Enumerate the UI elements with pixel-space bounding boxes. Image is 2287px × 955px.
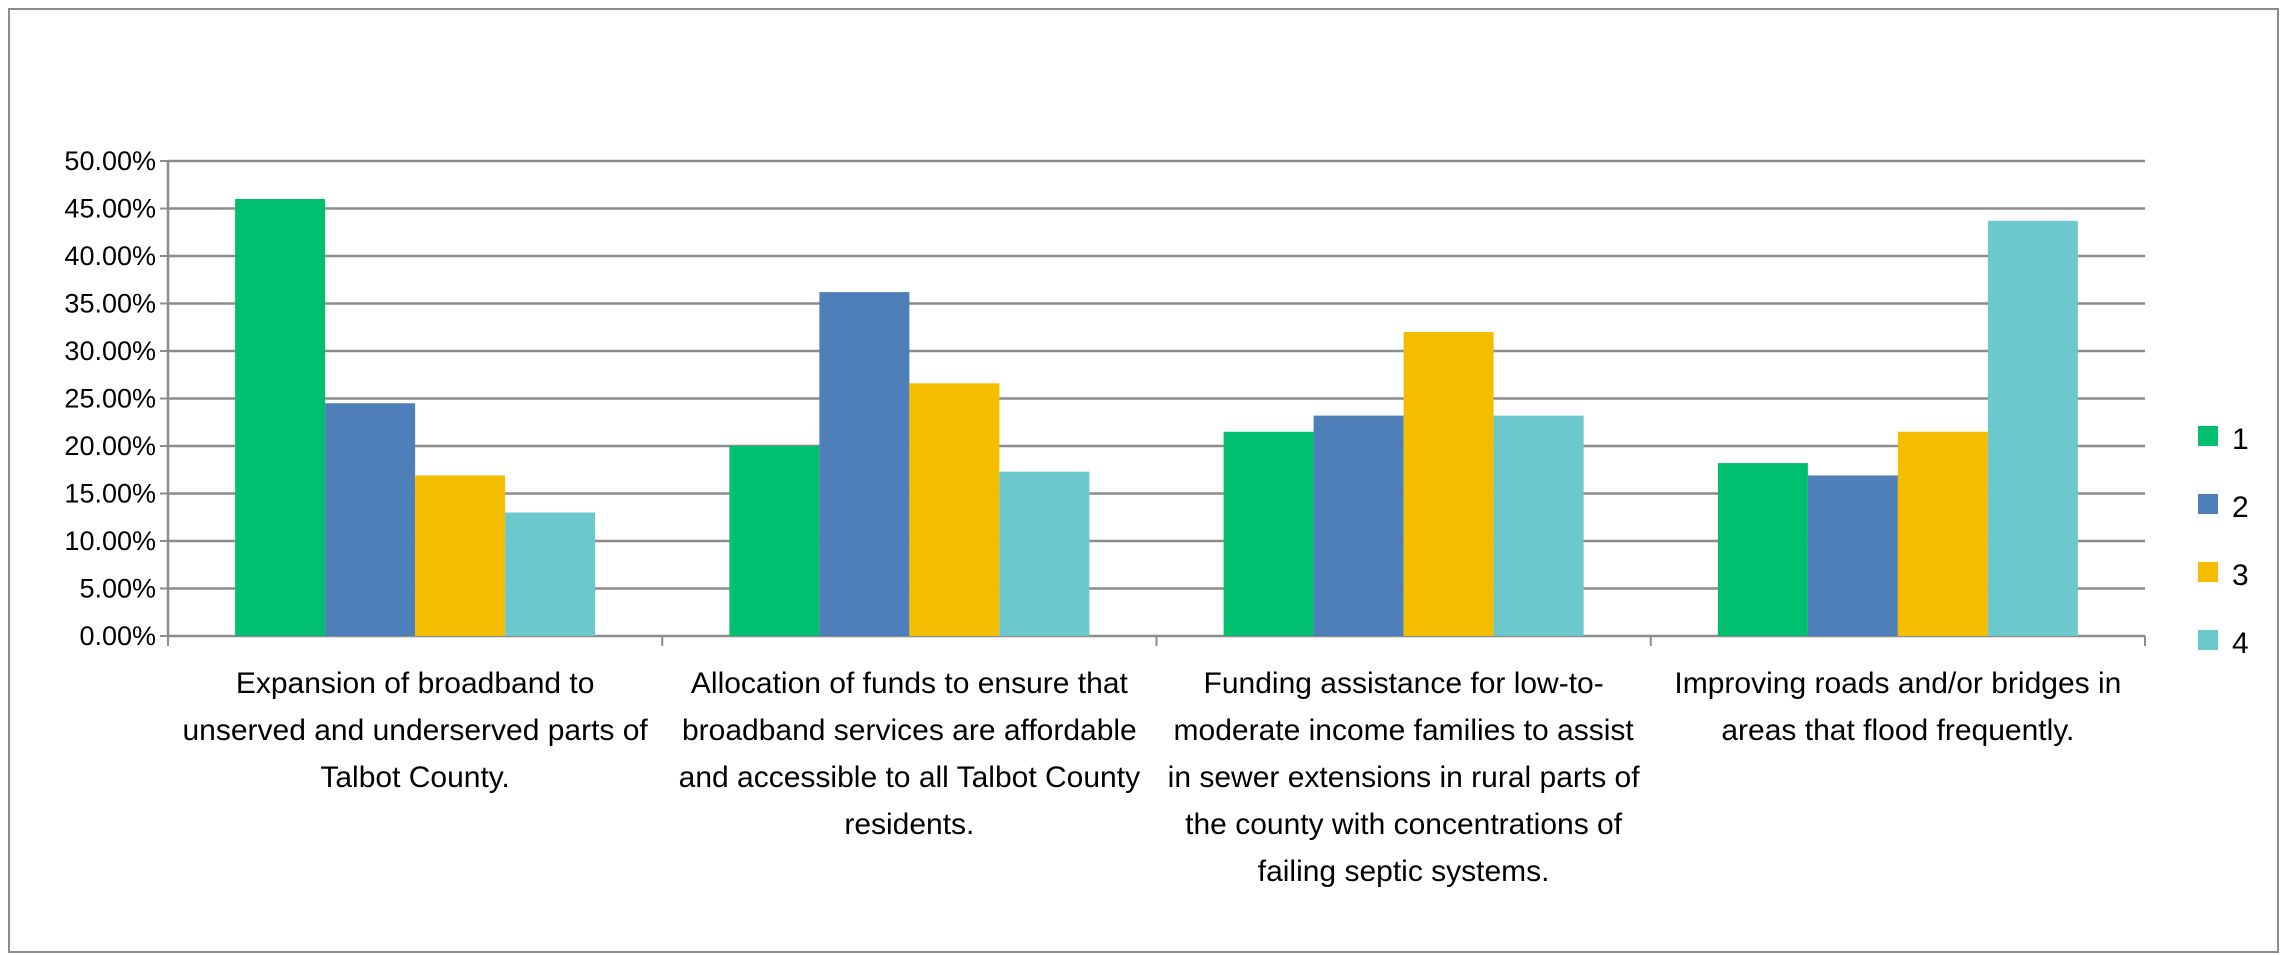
legend-swatch [2198,426,2218,446]
y-tick-label: 0.00% [79,621,156,651]
bar-series-2 [1313,415,1404,636]
bar-series-2 [819,292,910,636]
bar-series-3 [1403,332,1494,636]
legend-label: 1 [2232,423,2249,456]
legend-swatch [2198,562,2218,582]
bar-series-4 [999,471,1090,636]
y-tick-label: 15.00% [64,479,156,509]
y-tick-label: 40.00% [64,241,156,271]
y-tick-label: 25.00% [64,384,156,414]
legend-label: 3 [2232,559,2249,592]
x-category-label: Allocation of funds to ensure that broad… [678,667,1141,841]
y-tick-label: 5.00% [79,574,156,604]
y-tick-label: 50.00% [64,146,156,176]
bar-series-1 [1717,463,1808,636]
bar-series-1 [1223,431,1314,636]
x-category-label: Expansion of broadband to unserved and u… [182,667,648,794]
bar-series-4 [1987,220,2078,636]
bar-series-4 [1493,415,1584,636]
bar-series-3 [909,383,1000,636]
y-tick-label: 35.00% [64,289,156,319]
y-tick-label: 20.00% [64,431,156,461]
bar-series-3 [1897,431,1988,636]
legend-swatch [2198,630,2218,650]
legend-swatch [2198,494,2218,514]
y-tick-label: 10.00% [64,526,156,556]
bar-series-1 [235,199,326,636]
bar-series-2 [1807,475,1898,636]
x-category-label: Funding assistance for low-to-moderate i… [1167,667,1640,888]
x-category-label: Improving roads and/or bridges in areas … [1674,667,2122,747]
bar-series-4 [505,512,596,636]
y-tick-label: 45.00% [64,194,156,224]
bar-series-3 [415,475,506,636]
legend-label: 4 [2232,627,2249,660]
y-tick-label: 30.00% [64,336,156,366]
bar-series-2 [325,403,416,636]
legend-label: 2 [2232,491,2249,524]
bar-series-1 [729,446,820,636]
